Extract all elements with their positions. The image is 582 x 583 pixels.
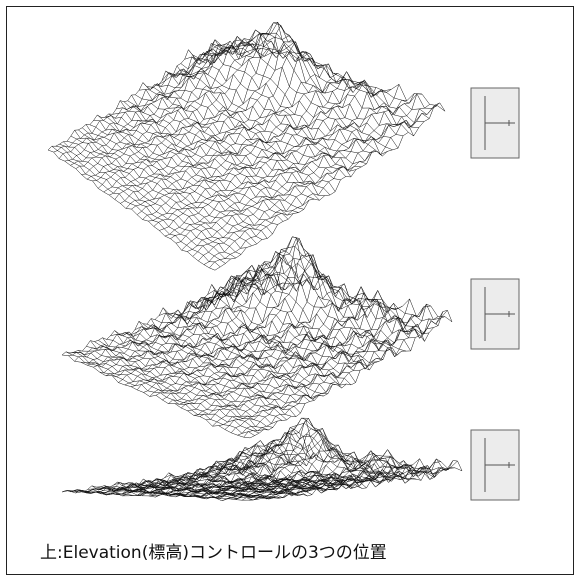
terrain-wireframe — [62, 418, 462, 501]
elevation-control-top — [471, 88, 519, 158]
caption: 上:Elevation(標高)コントロールの3つの位置 — [40, 538, 387, 563]
elevation-control-bottom — [471, 430, 519, 500]
elevation-control-middle — [471, 279, 519, 349]
figure: 上:Elevation(標高)コントロールの3つの位置 — [0, 0, 582, 583]
illustration — [0, 0, 582, 583]
terrain-wireframe — [48, 22, 445, 270]
terrain-wireframe — [62, 237, 452, 438]
